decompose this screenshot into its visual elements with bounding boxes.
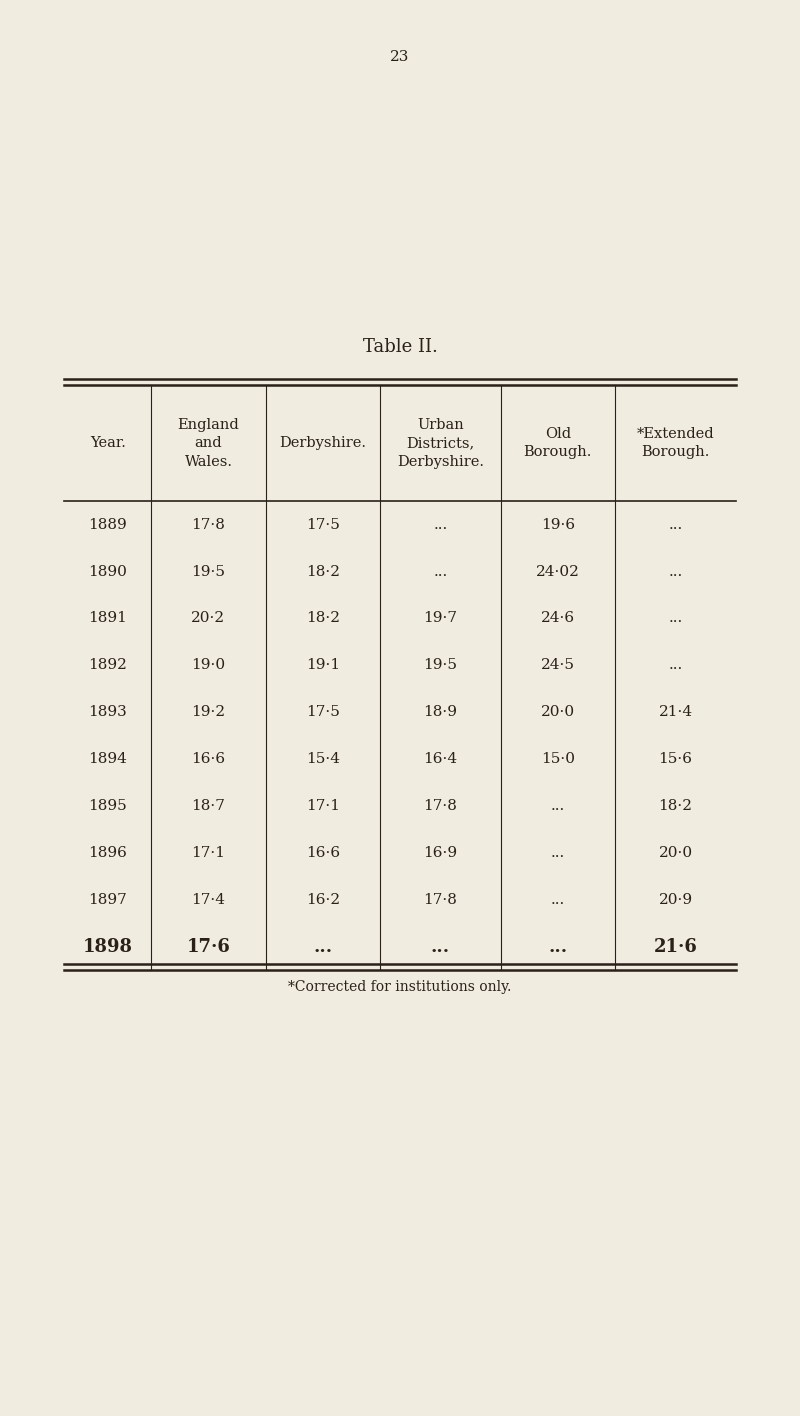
Text: 16·4: 16·4 bbox=[423, 752, 458, 766]
Text: ...: ... bbox=[313, 937, 332, 956]
Text: 16·2: 16·2 bbox=[306, 892, 340, 906]
Text: Derbyshire.: Derbyshire. bbox=[279, 436, 366, 450]
Text: 18·2: 18·2 bbox=[658, 799, 693, 813]
Text: 1898: 1898 bbox=[82, 937, 133, 956]
Text: 20·2: 20·2 bbox=[191, 612, 226, 626]
Text: 18·2: 18·2 bbox=[306, 612, 340, 626]
Text: 1896: 1896 bbox=[88, 845, 127, 860]
Text: ...: ... bbox=[433, 518, 447, 531]
Text: 17·5: 17·5 bbox=[306, 518, 340, 531]
Text: 19·5: 19·5 bbox=[423, 658, 458, 673]
Text: 17·6: 17·6 bbox=[186, 937, 230, 956]
Text: 21·6: 21·6 bbox=[654, 937, 698, 956]
Text: 1891: 1891 bbox=[88, 612, 127, 626]
Text: ...: ... bbox=[668, 565, 682, 579]
Text: 17·8: 17·8 bbox=[423, 799, 458, 813]
Text: 19·5: 19·5 bbox=[191, 565, 226, 579]
Text: 24·6: 24·6 bbox=[541, 612, 575, 626]
Text: Table II.: Table II. bbox=[362, 338, 438, 355]
Text: *Extended
Borough.: *Extended Borough. bbox=[637, 428, 714, 459]
Text: England
and
Wales.: England and Wales. bbox=[178, 418, 239, 469]
Text: 17·8: 17·8 bbox=[423, 892, 458, 906]
Text: 20·0: 20·0 bbox=[541, 705, 575, 719]
Text: ...: ... bbox=[433, 565, 447, 579]
Text: 1895: 1895 bbox=[88, 799, 127, 813]
Text: 19·6: 19·6 bbox=[541, 518, 575, 531]
Text: ...: ... bbox=[550, 845, 565, 860]
Text: 24·5: 24·5 bbox=[541, 658, 575, 673]
Text: 21·4: 21·4 bbox=[658, 705, 693, 719]
Text: 1897: 1897 bbox=[88, 892, 127, 906]
Text: 19·1: 19·1 bbox=[306, 658, 340, 673]
Text: 15·6: 15·6 bbox=[658, 752, 693, 766]
Text: 18·7: 18·7 bbox=[191, 799, 226, 813]
Text: 17·4: 17·4 bbox=[191, 892, 226, 906]
Text: ...: ... bbox=[550, 892, 565, 906]
Text: ...: ... bbox=[668, 612, 682, 626]
Text: 18·9: 18·9 bbox=[423, 705, 458, 719]
Text: 17·5: 17·5 bbox=[306, 705, 340, 719]
Text: 19·7: 19·7 bbox=[423, 612, 458, 626]
Text: 1889: 1889 bbox=[88, 518, 127, 531]
Text: 19·2: 19·2 bbox=[191, 705, 226, 719]
Text: 1890: 1890 bbox=[88, 565, 127, 579]
Text: 24·02: 24·02 bbox=[536, 565, 580, 579]
Text: ...: ... bbox=[550, 799, 565, 813]
Text: 23: 23 bbox=[390, 50, 410, 64]
Text: *Corrected for institutions only.: *Corrected for institutions only. bbox=[288, 980, 512, 994]
Text: 15·4: 15·4 bbox=[306, 752, 340, 766]
Text: 20·0: 20·0 bbox=[658, 845, 693, 860]
Text: 1893: 1893 bbox=[88, 705, 127, 719]
Text: 15·0: 15·0 bbox=[541, 752, 575, 766]
Text: 16·9: 16·9 bbox=[423, 845, 458, 860]
Text: 16·6: 16·6 bbox=[191, 752, 226, 766]
Text: 16·6: 16·6 bbox=[306, 845, 340, 860]
Text: 17·8: 17·8 bbox=[191, 518, 226, 531]
Text: 19·0: 19·0 bbox=[191, 658, 226, 673]
Text: 17·1: 17·1 bbox=[306, 799, 340, 813]
Text: 18·2: 18·2 bbox=[306, 565, 340, 579]
Text: 17·1: 17·1 bbox=[191, 845, 226, 860]
Text: Old
Borough.: Old Borough. bbox=[524, 428, 592, 459]
Text: 1892: 1892 bbox=[88, 658, 127, 673]
Text: ...: ... bbox=[668, 518, 682, 531]
Text: ...: ... bbox=[548, 937, 567, 956]
Text: ...: ... bbox=[430, 937, 450, 956]
Text: Year.: Year. bbox=[90, 436, 126, 450]
Text: Urban
Districts,
Derbyshire.: Urban Districts, Derbyshire. bbox=[397, 418, 484, 469]
Text: ...: ... bbox=[668, 658, 682, 673]
Text: 1894: 1894 bbox=[88, 752, 127, 766]
Text: 20·9: 20·9 bbox=[658, 892, 693, 906]
